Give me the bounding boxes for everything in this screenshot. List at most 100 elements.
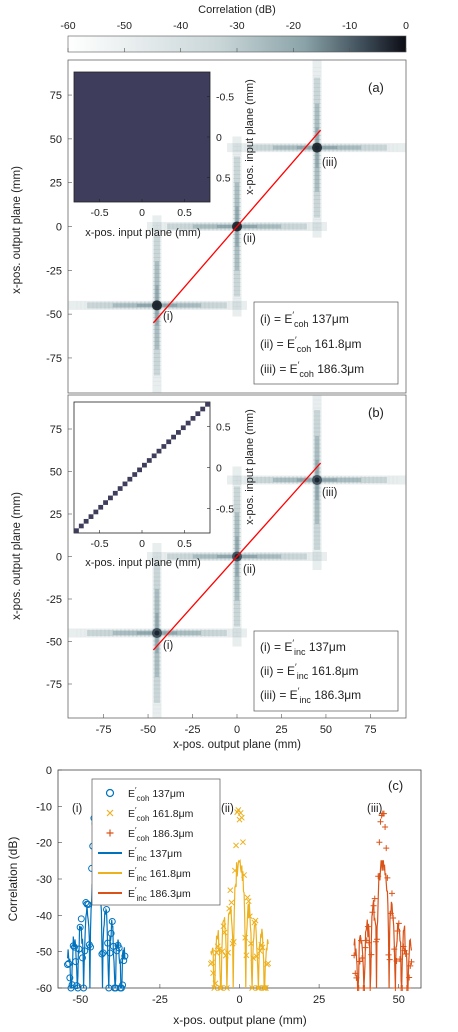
- data-point: [238, 814, 245, 821]
- data-point: [257, 947, 264, 954]
- inset-b-cell: [146, 458, 152, 463]
- inset-b-cell: [74, 528, 79, 533]
- peak-0: [68, 543, 247, 718]
- inset-x-tick-label: -0.5: [90, 538, 108, 550]
- inset-b-cell: [78, 523, 84, 529]
- data-point: [77, 915, 85, 923]
- data-point: [376, 839, 383, 846]
- colorbar-tick-label: -50: [117, 20, 132, 32]
- legend-c-entry-3: E′coh 186.3μm: [128, 826, 194, 843]
- y-tick-label: 25: [50, 178, 62, 190]
- peak-label-b-ii: (ii): [243, 564, 256, 576]
- data-point: [395, 920, 402, 927]
- series-line: [210, 858, 269, 989]
- legend-b-entry-1: (i) = E′inc 137μm: [260, 638, 346, 657]
- inset-x-tick-label: 0.5: [177, 207, 192, 219]
- data-point: [265, 960, 272, 967]
- x-tick-label: -75: [96, 724, 112, 736]
- x-tick-label: -50: [140, 724, 156, 736]
- inset-b-cell: [127, 476, 133, 482]
- y-tick-label: -75: [46, 353, 62, 365]
- legend-b-entry-2: (ii) = E′inc 161.8μm: [260, 662, 359, 681]
- data-point: [371, 895, 378, 902]
- inset-b-cell: [166, 439, 172, 445]
- legend-c-entry-6: E′inc 186.3μm: [128, 886, 191, 903]
- inset-a-xlabel: x-pos. input plane (mm): [85, 227, 201, 239]
- y-tick-label: -25: [46, 594, 62, 606]
- inset-b-cell: [205, 402, 210, 407]
- peak-center: [314, 145, 320, 151]
- data-point: [76, 923, 84, 931]
- panel-a-y-ticks: 75 50 25 0 -25 -50 -75: [46, 90, 72, 365]
- inset-b-cell: [200, 406, 206, 412]
- inset-b-diagonal: [74, 402, 210, 533]
- data-point: [228, 899, 235, 906]
- peak-label-c-i: (i): [72, 803, 82, 815]
- data-point: [82, 899, 90, 907]
- inset-y-tick-label: 0.5: [216, 173, 231, 185]
- x-tick-label: -50: [72, 994, 88, 1006]
- panel-c: 0 -10 -20 -30 -40 -50 -60 -50 -25 0 25 50 Correlat…: [6, 765, 422, 1027]
- x-tick-label: 25: [275, 724, 287, 736]
- colorbar-tick-label: -40: [173, 20, 188, 32]
- colorbar-ticks: -60 -50 -40 -30 -20 -10 0: [60, 20, 409, 52]
- colorbar-tick-label: -20: [286, 20, 301, 32]
- panel-c-tag: (c): [388, 778, 403, 793]
- inset-b-cell: [122, 481, 128, 487]
- y-tick-label: -20: [36, 838, 52, 850]
- colorbar-tick-label: -10: [342, 20, 357, 32]
- inset-b-cell: [161, 444, 167, 449]
- y-tick-label: -50: [36, 947, 52, 959]
- data-point: [239, 839, 246, 846]
- legend-a-entry-2: (ii) = E′coh 161.8μm: [260, 335, 362, 354]
- panel-a-legend: (i) = E′coh 137μm (ii) = E′coh 161.8μm (…: [253, 301, 399, 385]
- panel-a-fit-line: [152, 129, 322, 324]
- data-point: [383, 845, 390, 852]
- data-point: [245, 898, 252, 905]
- peak-2: [227, 395, 406, 570]
- data-point: [380, 810, 387, 817]
- peak-label-b-iii: (iii): [322, 487, 337, 499]
- x-tick-label: -25: [152, 994, 168, 1006]
- inset-b-cell: [185, 420, 191, 426]
- data-point: [252, 917, 259, 924]
- inset-a-y-ticks: -0.5 0 0.5: [207, 91, 234, 185]
- y-tick-label: -75: [46, 679, 62, 691]
- inset-b-cell: [98, 504, 104, 510]
- peak-label-c-ii: (ii): [221, 803, 234, 815]
- data-point: [78, 954, 86, 962]
- panel-a-ylabel: x-pos. output plane (mm): [11, 166, 23, 294]
- peak-center: [154, 302, 160, 308]
- panel-b-tag: (b): [368, 405, 384, 420]
- y-tick-label: -60: [36, 983, 52, 995]
- inset-b-cell: [112, 490, 118, 496]
- x-tick-label: 50: [393, 994, 405, 1006]
- peak-label-c-iii: (iii): [367, 803, 382, 815]
- panel-c-legend: E′coh 137μm E′coh 161.8μm E′coh 186.3μm …: [91, 778, 221, 906]
- inset-a-ylabel: x-pos. input plane (mm): [244, 79, 256, 195]
- inset-b-cell: [151, 453, 157, 459]
- inset-b-cell: [142, 462, 147, 468]
- inset-b-ylabel: x-pos. input plane (mm): [244, 409, 256, 525]
- series-line: [353, 860, 412, 989]
- x-tick-label: 25: [313, 994, 325, 1006]
- data-point: [244, 894, 251, 901]
- panel-a-inset: -0.5 0 0.5 -0.5 0 0.5 x-pos. input plane (mm…: [73, 71, 256, 239]
- panel-b-inset: -0.5 0 0.5 0.5 0 -0.5 x-pos. input plane (mm…: [73, 401, 256, 569]
- data-point: [377, 818, 384, 825]
- y-tick-label: -25: [46, 265, 62, 277]
- y-tick-label: 25: [50, 509, 62, 521]
- y-tick-label: 50: [50, 134, 62, 146]
- inset-b-cell: [117, 486, 123, 491]
- legend-c-entry-5: E′inc 161.8μm: [128, 866, 191, 883]
- inset-b-cell: [88, 514, 94, 519]
- inset-b-x-ticks: -0.5 0 0.5: [90, 530, 192, 550]
- y-tick-label: 75: [50, 90, 62, 102]
- inset-b-cell: [108, 495, 113, 501]
- panel-a-tag: (a): [368, 80, 384, 95]
- inset-b-xlabel: x-pos. input plane (mm): [85, 557, 201, 569]
- panel-b: 75 50 25 0 -25 -50 -75 -75 -50 -25 0 25 50 75 x-pos.…: [11, 394, 407, 751]
- inset-x-tick-label: 0.5: [177, 538, 192, 550]
- inset-x-tick-label: 0: [139, 207, 145, 219]
- inset-y-tick-label: 0.5: [216, 422, 231, 434]
